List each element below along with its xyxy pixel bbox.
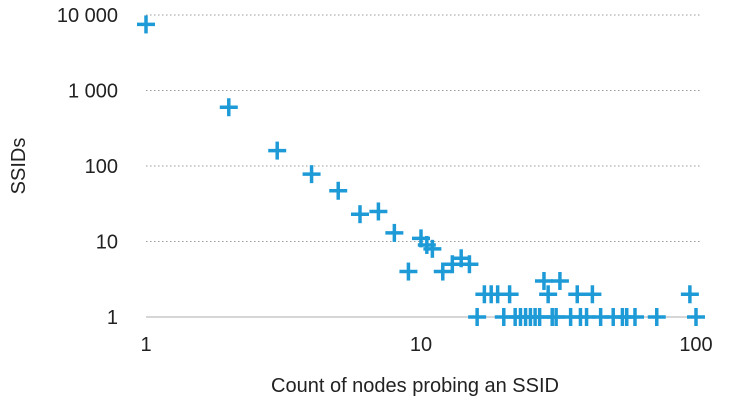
y-tick-label: 1 000: [68, 81, 118, 103]
y-tick-label: 100: [85, 156, 118, 178]
data-point: [350, 205, 369, 224]
data-point: [219, 98, 238, 117]
data-point: [302, 165, 321, 184]
data-point: [433, 262, 452, 281]
data-points: [137, 15, 705, 326]
data-point: [468, 308, 487, 326]
data-point: [500, 285, 519, 304]
data-point: [460, 255, 479, 274]
x-tick-label: 1: [140, 334, 151, 356]
data-point: [647, 308, 666, 326]
data-point: [625, 308, 644, 326]
grid-lines: [146, 14, 700, 318]
y-tick-label: 1: [107, 307, 118, 329]
data-point: [268, 141, 287, 160]
data-point: [385, 223, 404, 242]
data-point: [583, 285, 602, 304]
y-tick-label: 10 000: [57, 5, 118, 27]
x-axis-title: Count of nodes probing an SSID: [271, 375, 559, 397]
data-point: [550, 271, 569, 290]
data-point: [539, 285, 558, 304]
y-axis-title: SSIDs: [8, 138, 30, 195]
data-point: [423, 239, 442, 258]
x-tick-label: 100: [679, 334, 712, 356]
tick-labels: 1 10 100 1 000 10 000 1 10 100: [57, 5, 713, 356]
data-point: [137, 15, 155, 34]
data-point: [399, 262, 418, 281]
data-point: [369, 202, 388, 221]
data-point: [680, 285, 699, 304]
x-tick-label: 10: [410, 334, 432, 356]
data-point: [687, 308, 705, 326]
data-point: [329, 181, 348, 200]
y-tick-label: 10: [96, 232, 118, 254]
data-point: [568, 285, 587, 304]
data-point: [534, 271, 553, 290]
